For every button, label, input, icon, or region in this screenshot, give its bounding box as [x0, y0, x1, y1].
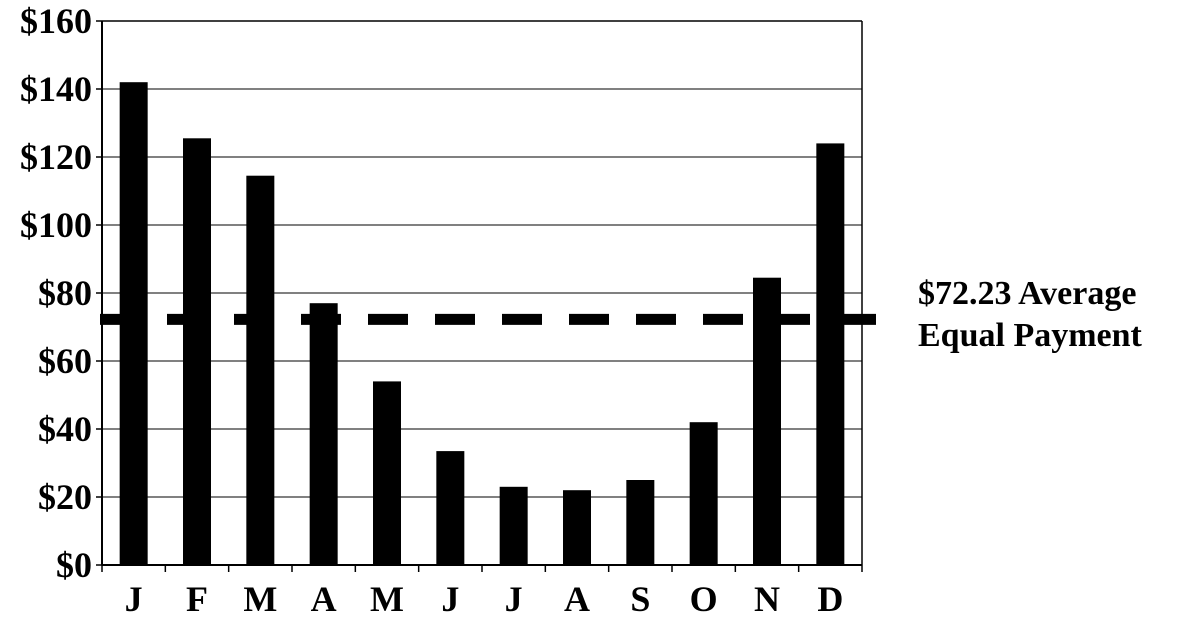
bar	[246, 175, 275, 565]
annotation-line-2: Equal Payment	[918, 317, 1142, 354]
y-tick-label: $60	[38, 341, 92, 381]
bars	[119, 82, 845, 566]
x-tick-label: F	[186, 579, 208, 619]
bar	[689, 422, 718, 565]
bar	[183, 138, 211, 566]
y-tick-label: $0	[56, 545, 92, 585]
y-tick-label: $100	[20, 205, 92, 245]
y-tick-label: $20	[38, 477, 92, 517]
y-tick-label: $120	[20, 137, 92, 177]
y-tick-label: $160	[20, 1, 92, 41]
x-tick-label: J	[125, 579, 143, 619]
bar	[626, 480, 655, 565]
x-tick-label: S	[630, 579, 650, 619]
y-tick-label: $140	[20, 69, 92, 109]
x-tick-label: J	[505, 579, 523, 619]
x-tick-label: A	[564, 579, 590, 619]
bar	[436, 451, 465, 565]
y-tick-label: $80	[38, 273, 92, 313]
x-tick-label: N	[754, 579, 780, 619]
bar	[309, 303, 338, 565]
x-tick-label: J	[441, 579, 459, 619]
bar	[373, 381, 401, 565]
x-tick-label: M	[243, 579, 277, 619]
x-tick-label: D	[817, 579, 843, 619]
y-tick-label: $40	[38, 409, 92, 449]
bar	[499, 486, 528, 565]
bar	[753, 277, 781, 565]
axes	[96, 20, 863, 572]
bar	[816, 143, 845, 565]
average-payment-annotation: $72.23 Average Equal Payment	[918, 273, 1142, 357]
x-tick-label: A	[311, 579, 337, 619]
x-tick-label: O	[690, 579, 718, 619]
bar	[563, 490, 591, 565]
gridlines	[102, 20, 862, 498]
annotation-line-1: $72.23 Average	[918, 275, 1137, 312]
x-tick-label: M	[370, 579, 404, 619]
